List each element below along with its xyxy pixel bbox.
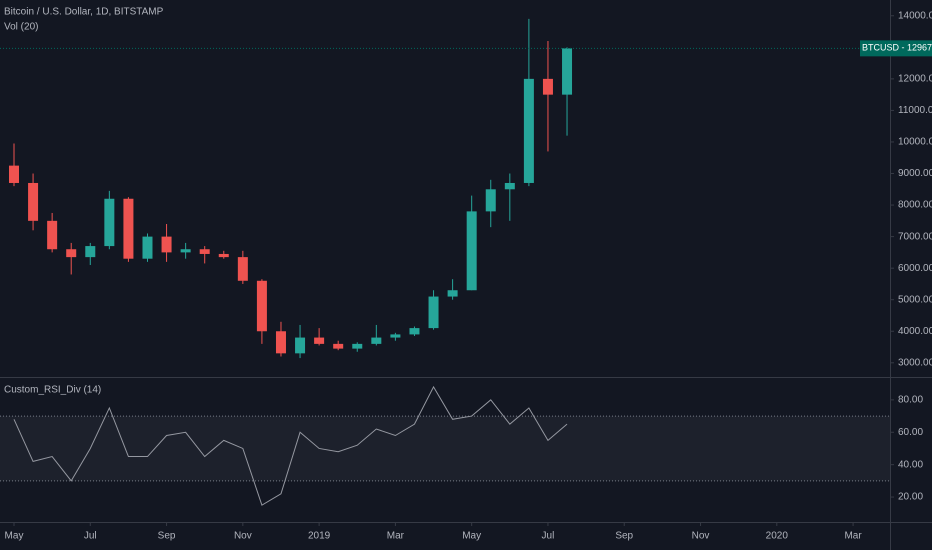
y-tick-label: 4000.00 <box>898 326 932 337</box>
x-tick-label: May <box>5 531 24 542</box>
x-tick-label: May <box>462 531 481 542</box>
candle-body <box>180 249 191 253</box>
candle-body <box>390 334 401 338</box>
candle-body <box>485 189 496 212</box>
y-tick-label: 3000.00 <box>898 357 932 368</box>
candle-body <box>314 337 325 344</box>
x-tick-label: Sep <box>615 531 633 542</box>
x-tick-label: Jul <box>542 531 555 542</box>
candle-body <box>333 343 344 349</box>
candle-body <box>466 211 477 291</box>
y-tick-label: 8000.00 <box>898 200 932 211</box>
y-tick-label: 20.00 <box>898 492 923 503</box>
candle-body <box>295 337 306 354</box>
candle-body <box>123 198 134 259</box>
x-tick-label: Nov <box>234 531 252 542</box>
y-tick-label: 40.00 <box>898 459 923 470</box>
candle-body <box>562 48 573 95</box>
x-tick-label: Mar <box>387 531 405 542</box>
last-price-tag <box>860 40 932 57</box>
candle-body <box>85 246 96 258</box>
candle-body <box>504 182 515 190</box>
candle-body <box>199 249 210 254</box>
y-tick-label: 12000.00 <box>898 74 932 85</box>
last-price-label: BTCUSD - 12967.42 <box>862 43 932 53</box>
y-tick-label: 7000.00 <box>898 231 932 242</box>
candle-body <box>275 331 286 354</box>
candle-body <box>409 328 420 335</box>
y-tick-label: 60.00 <box>898 427 923 438</box>
y-tick-label: 5000.00 <box>898 294 932 305</box>
y-tick-label: 80.00 <box>898 395 923 406</box>
x-tick-label: 2020 <box>766 531 789 542</box>
candle-body <box>256 280 267 332</box>
band-fill <box>0 416 890 481</box>
candle-body <box>523 78 534 183</box>
x-tick-label: Mar <box>844 531 862 542</box>
candle-body <box>428 296 439 329</box>
y-tick-label: 6000.00 <box>898 263 932 274</box>
y-tick-label: 11000.00 <box>898 105 932 116</box>
x-tick-label: Nov <box>692 531 710 542</box>
candle-body <box>9 165 19 183</box>
candle-body <box>447 290 458 297</box>
candle-body <box>161 236 172 253</box>
candle-body <box>352 343 363 349</box>
candle-body <box>47 220 58 250</box>
candle-body <box>371 337 382 344</box>
x-tick-label: Sep <box>158 531 176 542</box>
candle-body <box>542 78 553 95</box>
candle-body <box>218 253 229 258</box>
rsi-line <box>13 385 568 506</box>
indicator-title: Custom_RSI_Div (14) <box>4 385 101 396</box>
indicator-label: Vol (20) <box>4 22 38 33</box>
candle-body <box>142 236 153 259</box>
candle-body <box>28 182 39 221</box>
chart-title: Bitcoin / U.S. Dollar, 1D, BITSTAMP <box>4 7 164 18</box>
y-tick-label: 14000.00 <box>898 10 932 21</box>
candle-body <box>66 249 77 258</box>
x-tick-label: 2019 <box>308 531 331 542</box>
candle-body <box>104 198 115 247</box>
y-tick-label: 9000.00 <box>898 168 932 179</box>
x-tick-label: Jul <box>84 531 97 542</box>
candle-body <box>237 257 248 281</box>
y-tick-label: 10000.00 <box>898 137 932 148</box>
